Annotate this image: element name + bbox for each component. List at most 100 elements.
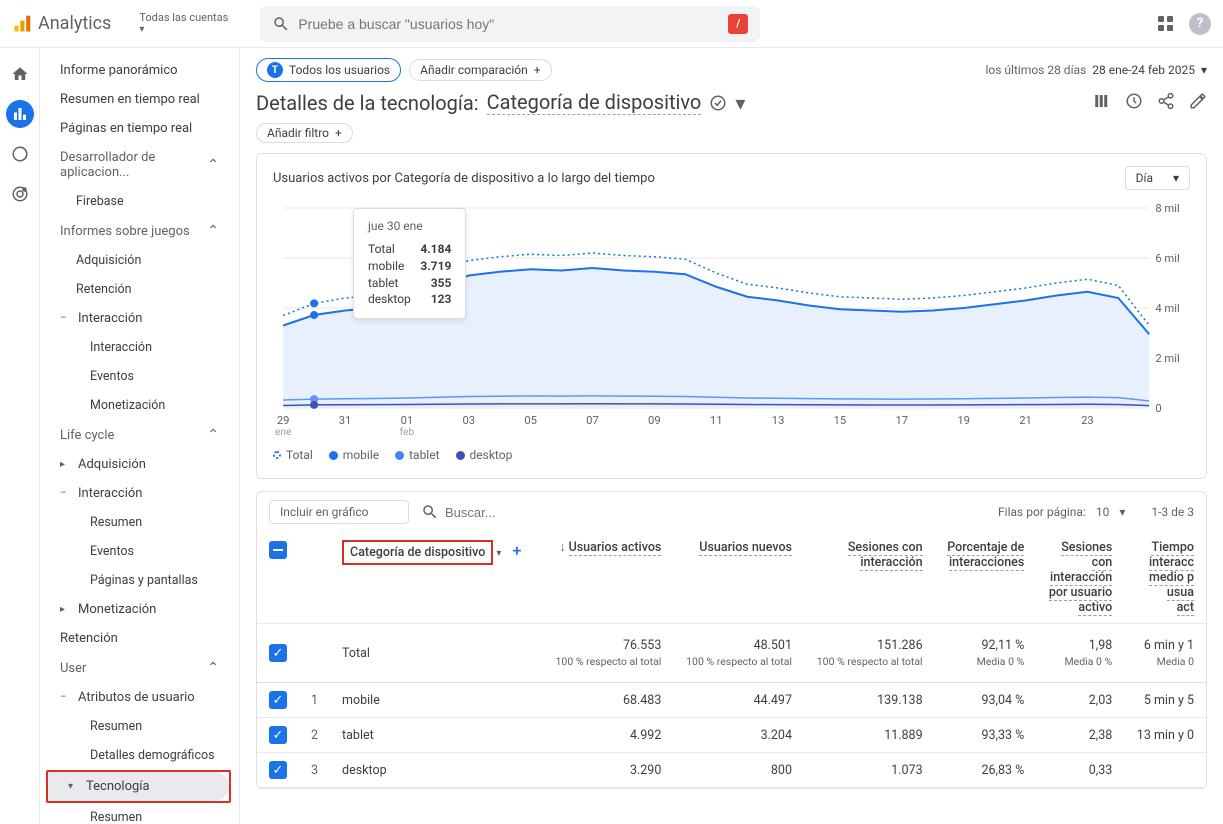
row-checkbox[interactable]: ✓: [269, 644, 287, 662]
column-header[interactable]: Usuarios nuevos: [673, 532, 804, 624]
table-row[interactable]: ✓3desktop3.2908001.07326,83 %0,33: [257, 753, 1206, 788]
data-table: Categoría de dispositivo ▾ +↓Usuarios ac…: [257, 532, 1206, 788]
sidebar-item-retenci-n[interactable]: Retención: [40, 624, 231, 653]
sidebar-item-firebase[interactable]: Firebase: [40, 187, 231, 216]
svg-text:15: 15: [834, 414, 847, 427]
column-header[interactable]: Porcentaje deinteracciones: [935, 532, 1037, 624]
table-row[interactable]: ✓2tablet4.9923.20411.88993,33 %2,3813 mi…: [257, 718, 1206, 753]
customize-icon[interactable]: [1093, 92, 1111, 114]
sidebar-item-interacci-n[interactable]: Interacción: [40, 333, 231, 362]
search-input[interactable]: [298, 16, 728, 32]
product-name: Analytics: [38, 13, 111, 34]
svg-text:09: 09: [648, 414, 661, 427]
column-header[interactable]: Sesionesconinteracciónpor usuarioactivo: [1036, 532, 1124, 624]
svg-text:6 mil: 6 mil: [1155, 252, 1179, 265]
account-selector[interactable]: Todas las cuentas ▾: [127, 11, 240, 36]
share-icon[interactable]: [1157, 92, 1175, 114]
add-filter-chip[interactable]: Añadir filtro +: [256, 123, 353, 143]
rail-advertising-icon[interactable]: [6, 180, 34, 208]
table-total-row: ✓Total76.553100 % respecto al total48.50…: [257, 624, 1206, 683]
sidebar-item-resumen[interactable]: Resumen: [40, 508, 231, 537]
legend-item[interactable]: desktop: [456, 448, 513, 462]
sidebar-item-tecnología[interactable]: ▾Tecnología: [48, 772, 229, 801]
sidebar-item-resumen[interactable]: Resumen: [40, 712, 231, 741]
chevron-down-icon[interactable]: ▾: [735, 91, 745, 115]
sidebar-item-p-ginas-en-tiempo-real[interactable]: Páginas en tiempo real: [40, 114, 231, 143]
tooltip-row: Total4.184: [368, 241, 451, 258]
sidebar: Informe panorámicoResumen en tiempo real…: [40, 48, 240, 824]
edit-icon[interactable]: [1189, 92, 1207, 114]
search-box[interactable]: /: [260, 6, 760, 42]
table-row[interactable]: ✓1mobile68.48344.497139.13893,04 %2,035 …: [257, 683, 1206, 718]
logo[interactable]: Analytics: [12, 13, 111, 34]
date-range-picker[interactable]: los últimos 28 días 28 ene-24 feb 2025 ▾: [986, 63, 1208, 77]
row-checkbox[interactable]: ✓: [269, 691, 287, 709]
sidebar-item-desarrollador-de-aplicacion-[interactable]: Desarrollador de aplicacion...⌃: [40, 143, 231, 187]
line-chart[interactable]: 02 mil4 mil6 mil8 mil29ene3101feb0305070…: [273, 198, 1190, 438]
granularity-selector[interactable]: Día ▾: [1125, 166, 1190, 190]
sidebar-item-adquisici-n[interactable]: ▸Adquisición: [40, 450, 231, 479]
rail-explore-icon[interactable]: [6, 140, 34, 168]
sidebar-item-user[interactable]: User⌃: [40, 653, 231, 683]
sidebar-item-life-cycle[interactable]: Life cycle⌃: [40, 420, 231, 450]
insights-icon[interactable]: [1125, 92, 1143, 114]
table-search[interactable]: [421, 503, 986, 521]
chevron-down-icon: ▾: [1173, 171, 1179, 185]
table-search-input[interactable]: [445, 505, 621, 520]
svg-text:19: 19: [957, 414, 970, 427]
sidebar-item-eventos[interactable]: Eventos: [40, 537, 231, 566]
column-header[interactable]: ↓Usuarios activos: [543, 532, 674, 624]
sidebar-item-monetizaci-n[interactable]: ▸Monetización: [40, 595, 231, 624]
legend-item[interactable]: tablet: [395, 448, 439, 462]
select-all-checkbox[interactable]: [269, 541, 287, 559]
chevron-down-icon: ▾: [1119, 505, 1125, 519]
rows-label: Filas por página:: [998, 505, 1086, 519]
chip-label: Añadir comparación: [420, 63, 528, 77]
help-icon[interactable]: ?: [1189, 13, 1211, 35]
date-label: los últimos 28 días: [986, 63, 1087, 77]
all-users-chip[interactable]: T Todos los usuarios: [256, 58, 401, 82]
plus-icon: +: [534, 63, 541, 77]
page-title: Detalles de la tecnología: Categoría de …: [256, 90, 745, 115]
svg-text:0: 0: [1155, 402, 1161, 415]
add-dimension-button[interactable]: +: [505, 541, 530, 560]
table-card: Incluir en gráfico Filas por página: 10 …: [256, 491, 1207, 789]
main-content: T Todos los usuarios Añadir comparación …: [240, 48, 1223, 824]
row-checkbox[interactable]: ✓: [269, 726, 287, 744]
sidebar-item-interacci-n[interactable]: –Interacción: [40, 304, 231, 333]
rows-value: 10: [1096, 505, 1110, 519]
sidebar-item-retenci-n[interactable]: Retención: [40, 275, 231, 304]
svg-text:31: 31: [339, 414, 352, 427]
sidebar-item-resumen-en-tiempo-real[interactable]: Resumen en tiempo real: [40, 85, 231, 114]
sidebar-item-detalles-demogr-ficos[interactable]: Detalles demográficos: [40, 741, 231, 770]
range-label: 1-3 de 3: [1151, 505, 1194, 519]
legend-item[interactable]: mobile: [329, 448, 379, 462]
include-in-chart-selector[interactable]: Incluir en gráfico: [269, 500, 409, 524]
row-checkbox[interactable]: ✓: [269, 761, 287, 779]
sidebar-item-informes-sobre-juegos[interactable]: Informes sobre juegos⌃: [40, 216, 231, 246]
svg-text:03: 03: [462, 414, 475, 427]
sidebar-item-informe-panor-mico[interactable]: Informe panorámico: [40, 56, 231, 85]
sidebar-item-p-ginas-y-pantallas[interactable]: Páginas y pantallas: [40, 566, 231, 595]
rail-home-icon[interactable]: [6, 60, 34, 88]
rows-per-page[interactable]: Filas por página: 10 ▾ 1-3 de 3: [998, 505, 1194, 519]
add-comparison-chip[interactable]: Añadir comparación +: [409, 59, 551, 81]
tooltip-date: jue 30 ene: [368, 219, 451, 233]
sidebar-item-adquisici-n[interactable]: Adquisición: [40, 246, 231, 275]
apps-icon[interactable]: [1158, 16, 1173, 31]
title-actions: [1093, 92, 1207, 114]
column-header[interactable]: Sesiones coninteracción: [804, 532, 935, 624]
svg-text:05: 05: [524, 414, 537, 427]
sidebar-item-resumen[interactable]: Resumen: [40, 803, 231, 824]
title-dimension[interactable]: Categoría de dispositivo: [487, 90, 702, 115]
sidebar-item-atributos-de-usuario[interactable]: –Atributos de usuario: [40, 683, 231, 712]
dimension-header[interactable]: Categoría de dispositivo: [342, 540, 493, 565]
rail-reports-icon[interactable]: [6, 100, 34, 128]
legend-item[interactable]: Total: [273, 448, 313, 462]
tooltip-row: desktop123: [368, 291, 451, 308]
sidebar-item-interacci-n[interactable]: –Interacción: [40, 479, 231, 508]
sidebar-item-monetizaci-n[interactable]: Monetización: [40, 391, 231, 420]
search-icon: [272, 15, 290, 33]
sidebar-item-eventos[interactable]: Eventos: [40, 362, 231, 391]
column-header[interactable]: Tiempointeraccmedio pusuaact: [1124, 532, 1206, 624]
